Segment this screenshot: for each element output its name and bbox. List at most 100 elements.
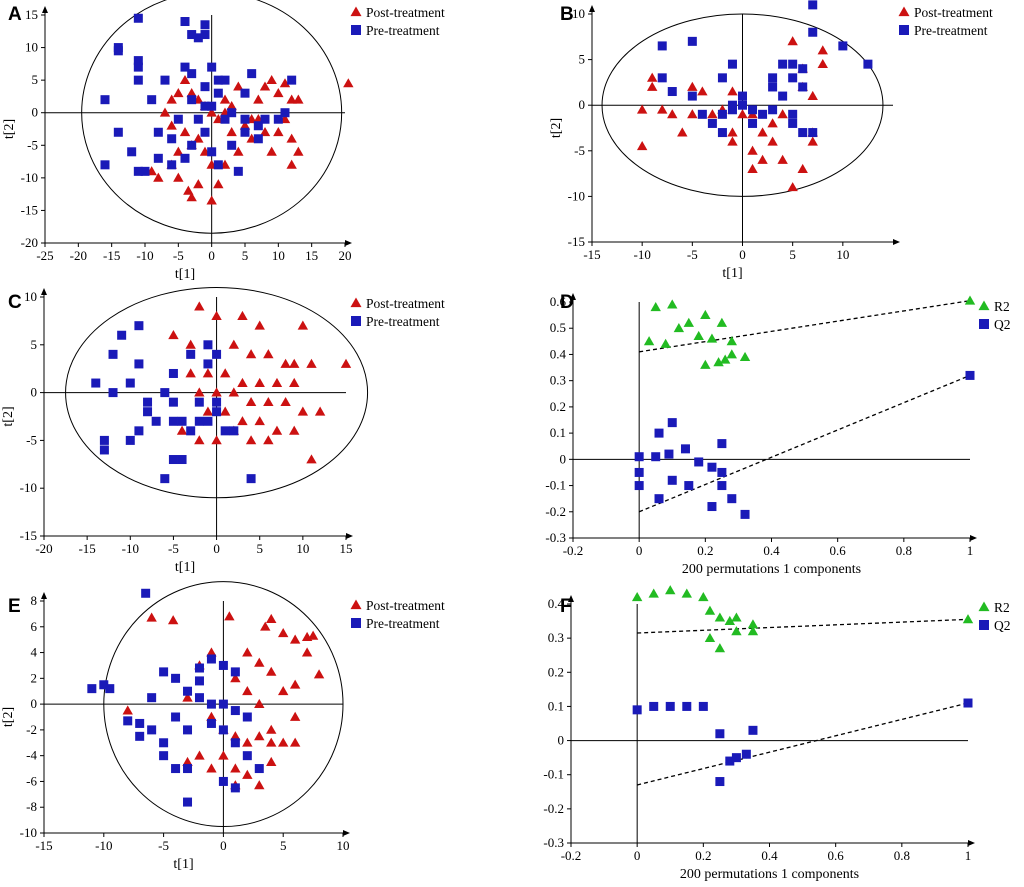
data-point-triangle	[757, 127, 768, 137]
data-point-triangle	[767, 136, 778, 146]
data-point-square	[227, 140, 237, 150]
y-tick-label: -0.3	[545, 530, 566, 545]
data-point-square	[707, 502, 717, 512]
data-point-triangle	[731, 612, 742, 622]
data-point-triangle	[787, 182, 798, 192]
y-tick-label: -0.1	[543, 767, 564, 782]
x-tick-label: -15	[103, 248, 120, 263]
data-point-triangle	[767, 118, 778, 128]
legend-label: R2	[994, 600, 1010, 615]
legend-label: Pre-treatment	[366, 23, 440, 38]
data-point-triangle	[293, 94, 304, 104]
data-point-square	[193, 33, 203, 43]
data-point-triangle	[693, 330, 704, 340]
legend-marker-square	[979, 319, 989, 329]
legend-label: Post-treatment	[366, 5, 445, 20]
data-point-triangle	[226, 101, 237, 111]
data-point-square	[247, 69, 257, 79]
data-point-square	[133, 62, 143, 72]
data-point-triangle	[206, 195, 217, 205]
data-point-triangle	[254, 416, 265, 426]
data-point-triangle	[179, 127, 191, 137]
legend-marker-square	[979, 620, 989, 630]
data-point-square	[963, 698, 973, 708]
data-point-triangle	[660, 338, 671, 348]
y-tick-label: -0.1	[545, 478, 566, 493]
x-tick-label: 0	[208, 248, 215, 263]
data-point-triangle	[182, 756, 193, 767]
confidence-ellipse	[601, 13, 884, 197]
data-point-square	[160, 474, 170, 484]
data-point-square	[159, 751, 169, 761]
data-point-square	[147, 95, 157, 105]
data-point-square	[183, 725, 193, 735]
legend-label: Pre-treatment	[914, 23, 988, 38]
data-point-triangle	[306, 454, 317, 464]
data-point-triangle	[777, 154, 788, 164]
data-point-square	[715, 777, 725, 787]
data-point-square	[203, 359, 213, 369]
data-point-triangle	[340, 358, 352, 368]
data-point-square	[240, 127, 250, 137]
legend-marker-triangle	[350, 297, 362, 308]
legend-marker-square	[899, 25, 909, 35]
data-point-square	[187, 30, 197, 40]
data-point-triangle	[719, 354, 731, 364]
data-point-triangle	[665, 585, 676, 595]
y-tick-label: -8	[26, 799, 37, 814]
data-point-triangle	[297, 406, 309, 416]
data-point-triangle	[714, 643, 726, 653]
data-point-square	[788, 59, 798, 69]
data-point-triangle	[807, 90, 818, 100]
data-point-square	[230, 706, 240, 716]
data-point-square	[654, 428, 664, 438]
data-point-triangle	[254, 320, 265, 330]
y-tick-label: 0.2	[548, 664, 564, 679]
data-point-triangle	[631, 591, 643, 602]
y-tick-label: 0	[32, 105, 39, 120]
x-axis-arrow	[970, 535, 977, 541]
data-point-square	[253, 134, 263, 144]
data-point-triangle	[254, 698, 265, 709]
x-tick-label: -15	[35, 838, 52, 853]
data-point-triangle	[306, 358, 317, 368]
legend: Post-treatment Pre-treatment	[898, 5, 993, 38]
data-point-triangle	[206, 107, 217, 117]
data-point-triangle	[726, 336, 737, 346]
data-point-triangle	[228, 339, 240, 349]
data-point-square	[220, 426, 230, 436]
x-tick-label: -5	[168, 541, 179, 556]
data-point-square	[218, 725, 228, 735]
data-point-square	[218, 699, 228, 709]
data-point-square	[667, 418, 677, 428]
data-point-triangle	[279, 78, 291, 88]
data-point-square	[207, 101, 217, 111]
data-point-triangle	[700, 359, 711, 369]
data-point-triangle	[700, 309, 711, 320]
confidence-ellipse	[81, 0, 343, 234]
legend-label: Post-treatment	[914, 5, 993, 20]
data-point-triangle	[202, 368, 214, 378]
data-point-square	[173, 114, 183, 124]
x-tick-label: 10	[836, 247, 849, 262]
panel-e: E-15 -10 -5 0 5 10-10-8-6-4-202468t[1]t[2]Pos…	[1, 581, 445, 872]
x-axis-label: t[1]	[173, 857, 193, 872]
data-point-triangle	[817, 45, 828, 55]
data-point-square	[207, 147, 217, 157]
data-point-square	[200, 30, 210, 40]
y-tick-label: 2	[31, 670, 38, 685]
panel-letter: A	[8, 4, 22, 25]
data-point-square	[230, 667, 240, 677]
data-point-square	[863, 59, 873, 69]
data-point-square	[160, 388, 170, 398]
data-point-square	[206, 718, 216, 728]
x-tick-label: 10	[337, 838, 350, 853]
data-point-triangle	[681, 588, 692, 598]
data-point-square	[133, 56, 143, 66]
data-point-square	[838, 41, 848, 51]
data-point-triangle	[193, 179, 204, 189]
data-point-square	[230, 738, 240, 748]
